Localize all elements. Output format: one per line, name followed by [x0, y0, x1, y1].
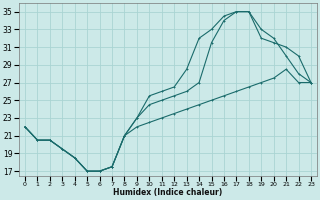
X-axis label: Humidex (Indice chaleur): Humidex (Indice chaleur) [113, 188, 223, 197]
